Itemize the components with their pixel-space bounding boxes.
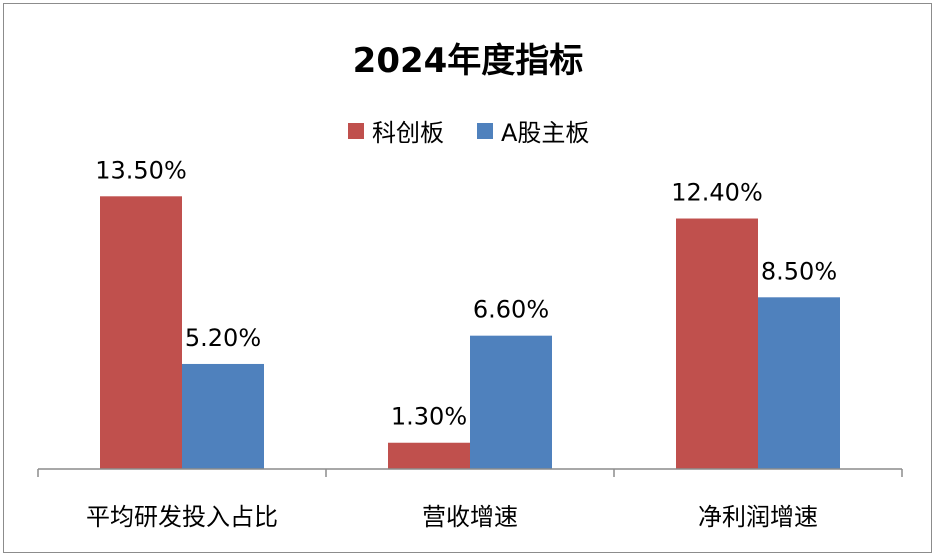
data-label-kechuang-2: 12.40% bbox=[671, 179, 763, 207]
legend-swatch-kechuang bbox=[348, 123, 364, 139]
x-axis bbox=[37, 468, 903, 477]
bar-main-board-2 bbox=[758, 297, 840, 469]
bar-kechuang-0 bbox=[100, 196, 182, 470]
bar-kechuang-2 bbox=[676, 218, 758, 469]
bar-kechuang-1 bbox=[388, 442, 470, 469]
legend: 科创板 A股主板 bbox=[348, 119, 589, 147]
category-label-0: 平均研发投入占比 bbox=[86, 503, 278, 531]
bar-main-board-0 bbox=[182, 363, 264, 469]
category-labels-group: 平均研发投入占比 营收增速 净利润增速 bbox=[86, 503, 818, 531]
bar-main-board-1 bbox=[470, 335, 552, 469]
legend-label-kechuang: 科创板 bbox=[372, 119, 444, 147]
legend-swatch-main-board bbox=[477, 123, 493, 139]
data-label-main-board-0: 5.20% bbox=[185, 324, 261, 352]
data-label-kechuang-0: 13.50% bbox=[95, 156, 187, 184]
category-label-2: 净利润增速 bbox=[698, 503, 818, 531]
category-label-1: 营收增速 bbox=[422, 503, 518, 531]
bars-group bbox=[100, 196, 840, 470]
data-labels-group: 13.50% 5.20% 1.30% 6.60% 12.40% 8.50% bbox=[95, 156, 837, 430]
chart-title: 2024年度指标 bbox=[353, 41, 584, 81]
legend-label-main-board: A股主板 bbox=[501, 119, 589, 147]
data-label-kechuang-1: 1.30% bbox=[391, 403, 467, 431]
data-label-main-board-2: 8.50% bbox=[761, 257, 837, 285]
data-label-main-board-1: 6.60% bbox=[473, 296, 549, 324]
